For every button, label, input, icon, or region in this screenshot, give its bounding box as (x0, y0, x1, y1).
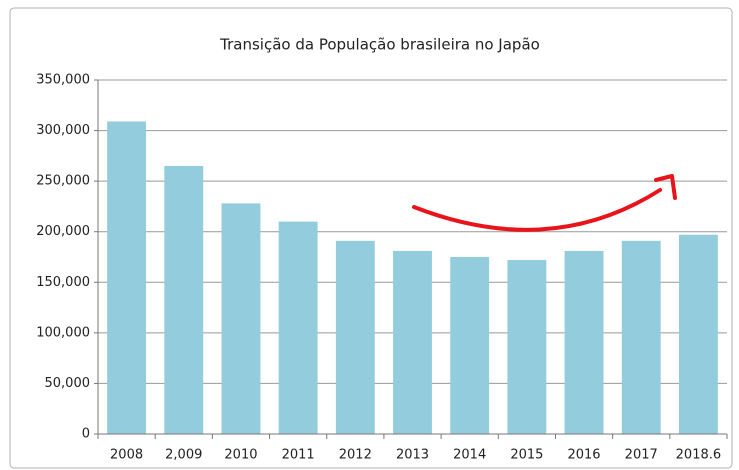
x-tick-label: 2011 (282, 448, 315, 463)
x-tick-label: 2008 (110, 448, 143, 463)
y-tick-label: 150,000 (36, 275, 90, 290)
x-tick-label: 2010 (224, 448, 257, 463)
y-tick-label: 250,000 (36, 174, 90, 189)
bar (278, 221, 318, 434)
x-tick-label: 2017 (625, 448, 658, 463)
annotation-arrow (412, 174, 677, 232)
bar (221, 203, 261, 434)
x-tick-label: 2015 (510, 448, 543, 463)
x-tick-label: 2018.6 (676, 448, 722, 463)
bar (678, 234, 718, 434)
bar (107, 121, 147, 435)
x-tick-label: 2016 (567, 448, 600, 463)
bar (393, 250, 432, 434)
plot-area: 0 50,000 100,000 150,000 200,000 250,000 300,0… (36, 73, 728, 463)
x-tick-label: 2012 (339, 448, 372, 463)
x-tick-label: 2013 (396, 448, 429, 463)
y-tick-label: 200,000 (36, 224, 90, 239)
bar (164, 165, 204, 434)
y-tick-label: 300,000 (36, 123, 90, 138)
y-tick-label: 0 (82, 427, 90, 442)
bar (507, 260, 547, 434)
bar (335, 240, 375, 434)
y-tick-label: 350,000 (36, 73, 90, 88)
bar (450, 257, 490, 434)
y-tick-label: 50,000 (45, 376, 91, 391)
bar (621, 240, 661, 434)
x-tick-label: 2014 (453, 448, 486, 463)
y-tick-label: 100,000 (36, 325, 90, 340)
chart-title: Transição da População brasileira no Jap… (219, 36, 540, 54)
x-tick-label: 2,009 (165, 448, 202, 463)
bar (564, 250, 604, 434)
